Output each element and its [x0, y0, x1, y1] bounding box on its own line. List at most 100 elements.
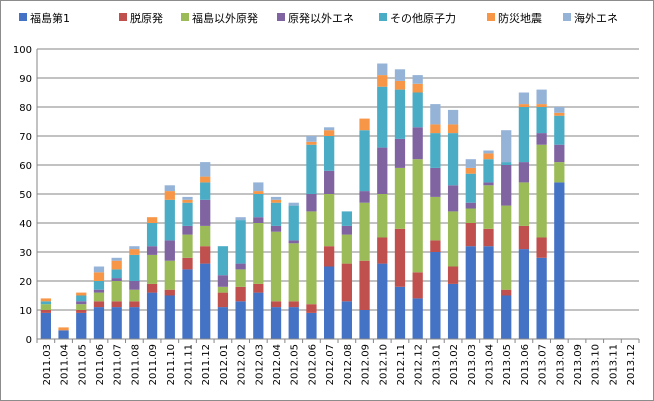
x-tick-label: 2012.07	[325, 344, 336, 385]
y-tick-label: 90	[19, 74, 32, 85]
bar-segment-2012.09-s4	[359, 130, 370, 192]
bar-segment-2013.03-s6	[465, 159, 476, 168]
bar-segment-2011.08-s3	[129, 281, 140, 290]
bar-segment-2011.08-s0	[129, 307, 140, 339]
bar-segment-2011.08-s2	[129, 289, 140, 302]
bar-segment-2013.03-s3	[465, 202, 476, 209]
bar-segment-2012.04-s1	[270, 301, 282, 308]
bar-segment-2011.07-s5	[111, 260, 122, 270]
bar-segment-2012.02-s1	[235, 286, 246, 302]
bar-segment-2013.08-s6	[554, 107, 565, 113]
bar-segment-2011.10-s2	[164, 260, 175, 290]
bar-segment-2012.11-s5	[394, 80, 406, 90]
bar-segment-2013.02-s0	[447, 283, 459, 339]
bar-segment-2012.12-s5	[412, 83, 423, 93]
bar-segment-2012.05-s1	[288, 301, 299, 308]
bar-segment-2011.11-s4	[182, 202, 193, 226]
bar-segment-2012.11-s2	[394, 167, 406, 229]
x-tick-label: 2013.02	[449, 344, 460, 385]
bar-segment-2013.03-s5	[465, 167, 476, 174]
legend-label: 海外エネ	[574, 11, 618, 25]
bar-segment-2013.08-s5	[554, 112, 565, 116]
bar-segment-2011.08-s5	[129, 249, 140, 255]
bar-segment-2012.05-s4	[288, 205, 299, 241]
x-tick-label: 2013.06	[520, 344, 531, 385]
x-tick-label: 2012.06	[307, 344, 318, 385]
bar-segment-2013.08-s4	[554, 115, 565, 145]
bar-segment-2012.05-s6	[288, 202, 299, 206]
bar-segment-2013.07-s1	[536, 237, 547, 258]
bar-segment-2011.09-s1	[146, 283, 158, 293]
y-tick-label: 10	[19, 306, 32, 317]
x-tick-label: 2011.11	[184, 344, 195, 385]
bar-segment-2011.06-s6	[93, 266, 105, 273]
legend-label: 福島第1	[30, 11, 70, 25]
legend-swatch	[119, 13, 127, 21]
bar-segment-2013.01-s4	[430, 133, 441, 168]
bar-segment-2013.01-s2	[430, 196, 441, 241]
bar-segment-2012.01-s2	[217, 286, 229, 293]
x-tick-label: 2013.05	[502, 344, 513, 385]
bar-segment-2012.11-s1	[394, 228, 406, 287]
bar-segment-2011.10-s3	[164, 240, 175, 261]
bar-segment-2012.12-s0	[412, 298, 423, 339]
bar-segment-2012.06-s2	[306, 211, 317, 305]
bar-segment-2013.06-s2	[518, 182, 530, 226]
bar-segment-2012.09-s2	[359, 202, 370, 261]
bar-segment-2012.01-s4	[217, 246, 229, 276]
legend-swatch	[181, 13, 189, 21]
bar-segment-2011.03-s2	[40, 304, 51, 310]
bar-segment-2011.11-s2	[182, 234, 193, 258]
bar-segment-2011.10-s6	[164, 185, 175, 192]
x-tick-label: 2012.04	[272, 344, 283, 385]
bar-segment-2011.07-s1	[111, 301, 122, 308]
bar-segment-2011.09-s2	[146, 254, 158, 284]
bar-segment-2012.10-s2	[377, 194, 388, 238]
bars	[40, 63, 565, 339]
bar-segment-2012.10-s3	[377, 147, 388, 194]
bar-segment-2012.11-s4	[394, 89, 406, 139]
bar-segment-2012.06-s5	[306, 141, 317, 145]
bar-segment-2013.06-s0	[518, 249, 530, 339]
bar-segment-2013.02-s5	[447, 124, 459, 134]
bar-segment-2011.03-s1	[40, 310, 51, 313]
bar-segment-2012.02-s3	[235, 263, 246, 270]
bar-segment-2012.03-s0	[253, 292, 264, 339]
bar-segment-2013.02-s6	[447, 109, 459, 125]
bar-segment-2013.08-s3	[554, 144, 565, 163]
bar-segment-2011.07-s4	[111, 269, 122, 279]
bar-segment-2012.06-s6	[306, 136, 317, 142]
bar-segment-2012.04-s6	[270, 196, 282, 200]
bar-segment-2012.06-s1	[306, 304, 317, 313]
legend-label: 脱原発	[130, 11, 163, 25]
bar-segment-2011.09-s3	[146, 246, 158, 255]
x-tick-label: 2013.03	[467, 344, 478, 385]
bar-segment-2011.12-s0	[200, 263, 211, 339]
bar-segment-2013.03-s4	[465, 173, 476, 203]
bar-segment-2013.04-s1	[483, 228, 494, 247]
x-tick-label: 2011.06	[95, 344, 106, 385]
bar-segment-2013.08-s2	[554, 162, 565, 183]
bar-segment-2011.03-s0	[40, 312, 51, 339]
bar-segment-2012.12-s2	[412, 159, 423, 273]
bar-segment-2011.07-s3	[111, 278, 122, 281]
bar-segment-2012.04-s3	[270, 225, 282, 232]
bar-segment-2012.09-s0	[359, 310, 370, 339]
gridlines	[37, 48, 639, 340]
bar-segment-2011.08-s6	[129, 246, 140, 250]
bar-segment-2012.07-s5	[324, 130, 335, 136]
bar-segment-2012.07-s1	[324, 246, 335, 267]
x-tick-label: 2012.03	[254, 344, 265, 385]
bar-segment-2013.04-s6	[483, 150, 494, 154]
x-tick-label: 2012.02	[237, 344, 248, 385]
x-tick-label: 2012.09	[361, 344, 372, 385]
bar-segment-2013.04-s0	[483, 246, 494, 339]
bar-segment-2012.10-s5	[377, 75, 388, 87]
bar-segment-2012.10-s0	[377, 263, 388, 339]
bar-segment-2013.07-s5	[536, 104, 547, 107]
bar-segment-2012.10-s6	[377, 63, 388, 76]
bar-segment-2012.12-s3	[412, 127, 423, 160]
bar-segment-2011.06-s5	[93, 272, 105, 281]
x-tick-label: 2011.12	[201, 344, 212, 385]
bar-segment-2013.05-s4	[501, 162, 512, 165]
